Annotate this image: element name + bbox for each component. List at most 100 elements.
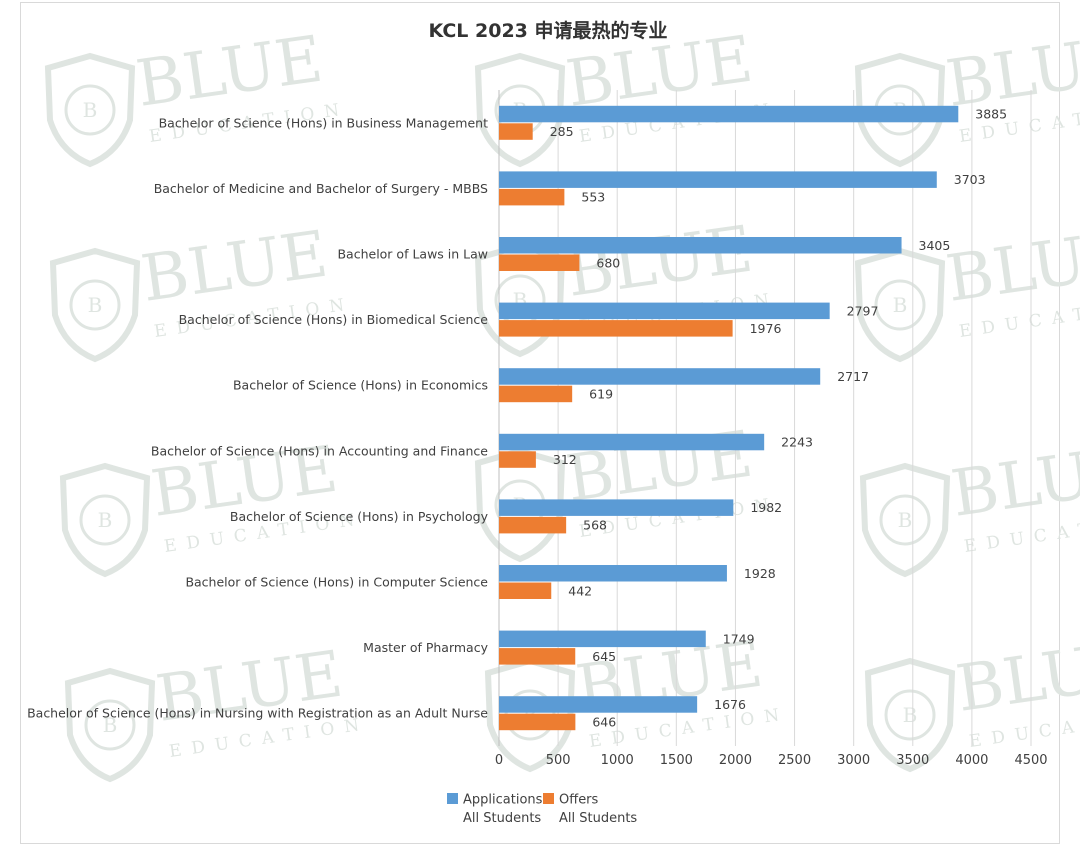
watermark-text: BLUE [942,218,1080,317]
bars: 3885 285 3703 553 3405 680 2797 1976 2717 619 2243… [499,105,1007,731]
category-label: Bachelor of Medicine and Bachelor of Sur… [154,181,488,196]
data-label-offers: 568 [583,518,607,533]
data-label-offers: 645 [592,649,616,664]
bar-applications [499,105,959,123]
data-label-offers: 312 [553,452,577,467]
data-label-applications: 1928 [744,566,776,581]
category-label: Bachelor of Science (Hons) in Computer S… [185,575,488,590]
watermark-emblem [874,279,926,331]
x-tick-label: 3500 [896,753,929,768]
data-label-offers: 619 [589,386,613,401]
bar-applications [499,433,765,451]
legend-swatch [543,793,554,804]
category-label: Bachelor of Science (Hons) in Nursing wi… [27,706,488,721]
bar-applications [499,171,937,188]
data-label-applications: 1749 [723,631,755,646]
x-tick-label: 4000 [955,753,988,768]
data-label-applications: 2243 [781,435,813,450]
category-label: Bachelor of Science (Hons) in Accounting… [151,443,488,458]
category-label: Bachelor of Science (Hons) in Psychology [230,509,489,524]
watermark-emblem-letter: B [903,703,918,727]
watermark-emblem [879,494,931,546]
bar-offers [499,254,580,271]
bar-offers [499,385,573,403]
data-label-applications: 3405 [919,238,951,253]
watermark-emblem-letter: B [88,293,103,317]
chart-title: KCL 2023 申请最热的专业 [428,19,667,42]
watermark-text: BLUE [952,628,1080,727]
bar-applications [499,565,727,582]
x-axis-ticks: 0 500 1000 1500 2000 2500 3000 3500 4000 4500 [495,753,1048,768]
bar-offers [499,713,576,731]
category-label: Master of Pharmacy [363,640,488,655]
watermark-shield [59,462,151,578]
watermark-emblem-letter: B [98,508,113,532]
bar-offers [499,582,552,599]
x-tick-label: 2500 [778,753,811,768]
data-label-offers: 646 [592,714,616,729]
bar-offers [499,451,536,468]
watermark-emblem-letter: B [898,508,913,532]
watermark-text: BLUE [947,433,1080,532]
x-tick-label: 2000 [719,753,752,768]
bar-offers [499,320,733,337]
watermark-shield [44,52,136,168]
watermark-emblem [884,689,936,741]
legend-label: Applications [463,793,543,808]
watermark-emblem [84,699,136,751]
data-label-applications: 3885 [975,107,1007,122]
watermark-shield [859,462,951,578]
data-label-offers: 285 [550,124,574,139]
data-label-offers: 680 [596,255,620,270]
data-label-applications: 2717 [837,369,869,384]
data-label-applications: 1982 [750,500,782,515]
watermark-shield [854,247,946,363]
x-tick-label: 3000 [837,753,870,768]
watermark-emblem [79,494,131,546]
bar-offers [499,648,576,665]
legend-swatch [447,793,458,804]
legend-label: Offers [559,793,599,808]
category-label: Bachelor of Science (Hons) in Economics [233,378,488,393]
bar-applications [499,237,902,254]
watermark-shield [49,247,141,363]
x-tick-label: 4500 [1014,753,1047,768]
category-label: Bachelor of Laws in Law [337,247,488,262]
x-tick-label: 1000 [601,753,634,768]
data-label-applications: 3703 [954,172,986,187]
data-label-applications: 2797 [847,303,879,318]
watermark-shield [64,667,156,783]
bar-applications [499,499,734,516]
legend: Applications All Students Offers All Studen… [447,793,637,826]
data-label-offers: 442 [568,583,592,598]
watermark-text: BLUE [942,23,1080,122]
watermark-emblem-letter: B [893,293,908,317]
bar-applications [499,302,830,320]
data-label-offers: 1976 [750,321,782,336]
category-labels: Bachelor of Science (Hons) in Business M… [27,115,489,720]
data-label-offers: 553 [581,190,605,205]
bar-applications [499,368,821,385]
data-label-applications: 1676 [714,697,746,712]
bar-offers [499,516,567,534]
legend-label-line2: All Students [463,811,541,826]
watermark-emblem [64,84,116,136]
watermark-emblem [69,279,121,331]
watermark-emblem-letter: B [83,98,98,122]
watermark-emblem-letter: B [103,713,118,737]
bar-offers [499,188,565,206]
legend-label-line2: All Students [559,811,637,826]
x-tick-label: 1500 [660,753,693,768]
x-tick-label: 0 [495,753,503,768]
bar-applications [499,696,698,713]
x-tick-label: 500 [546,753,571,768]
category-label: Bachelor of Science (Hons) in Biomedical… [179,312,489,327]
watermark-shield [864,657,956,773]
bar-applications [499,630,706,648]
gridlines [498,90,1032,746]
